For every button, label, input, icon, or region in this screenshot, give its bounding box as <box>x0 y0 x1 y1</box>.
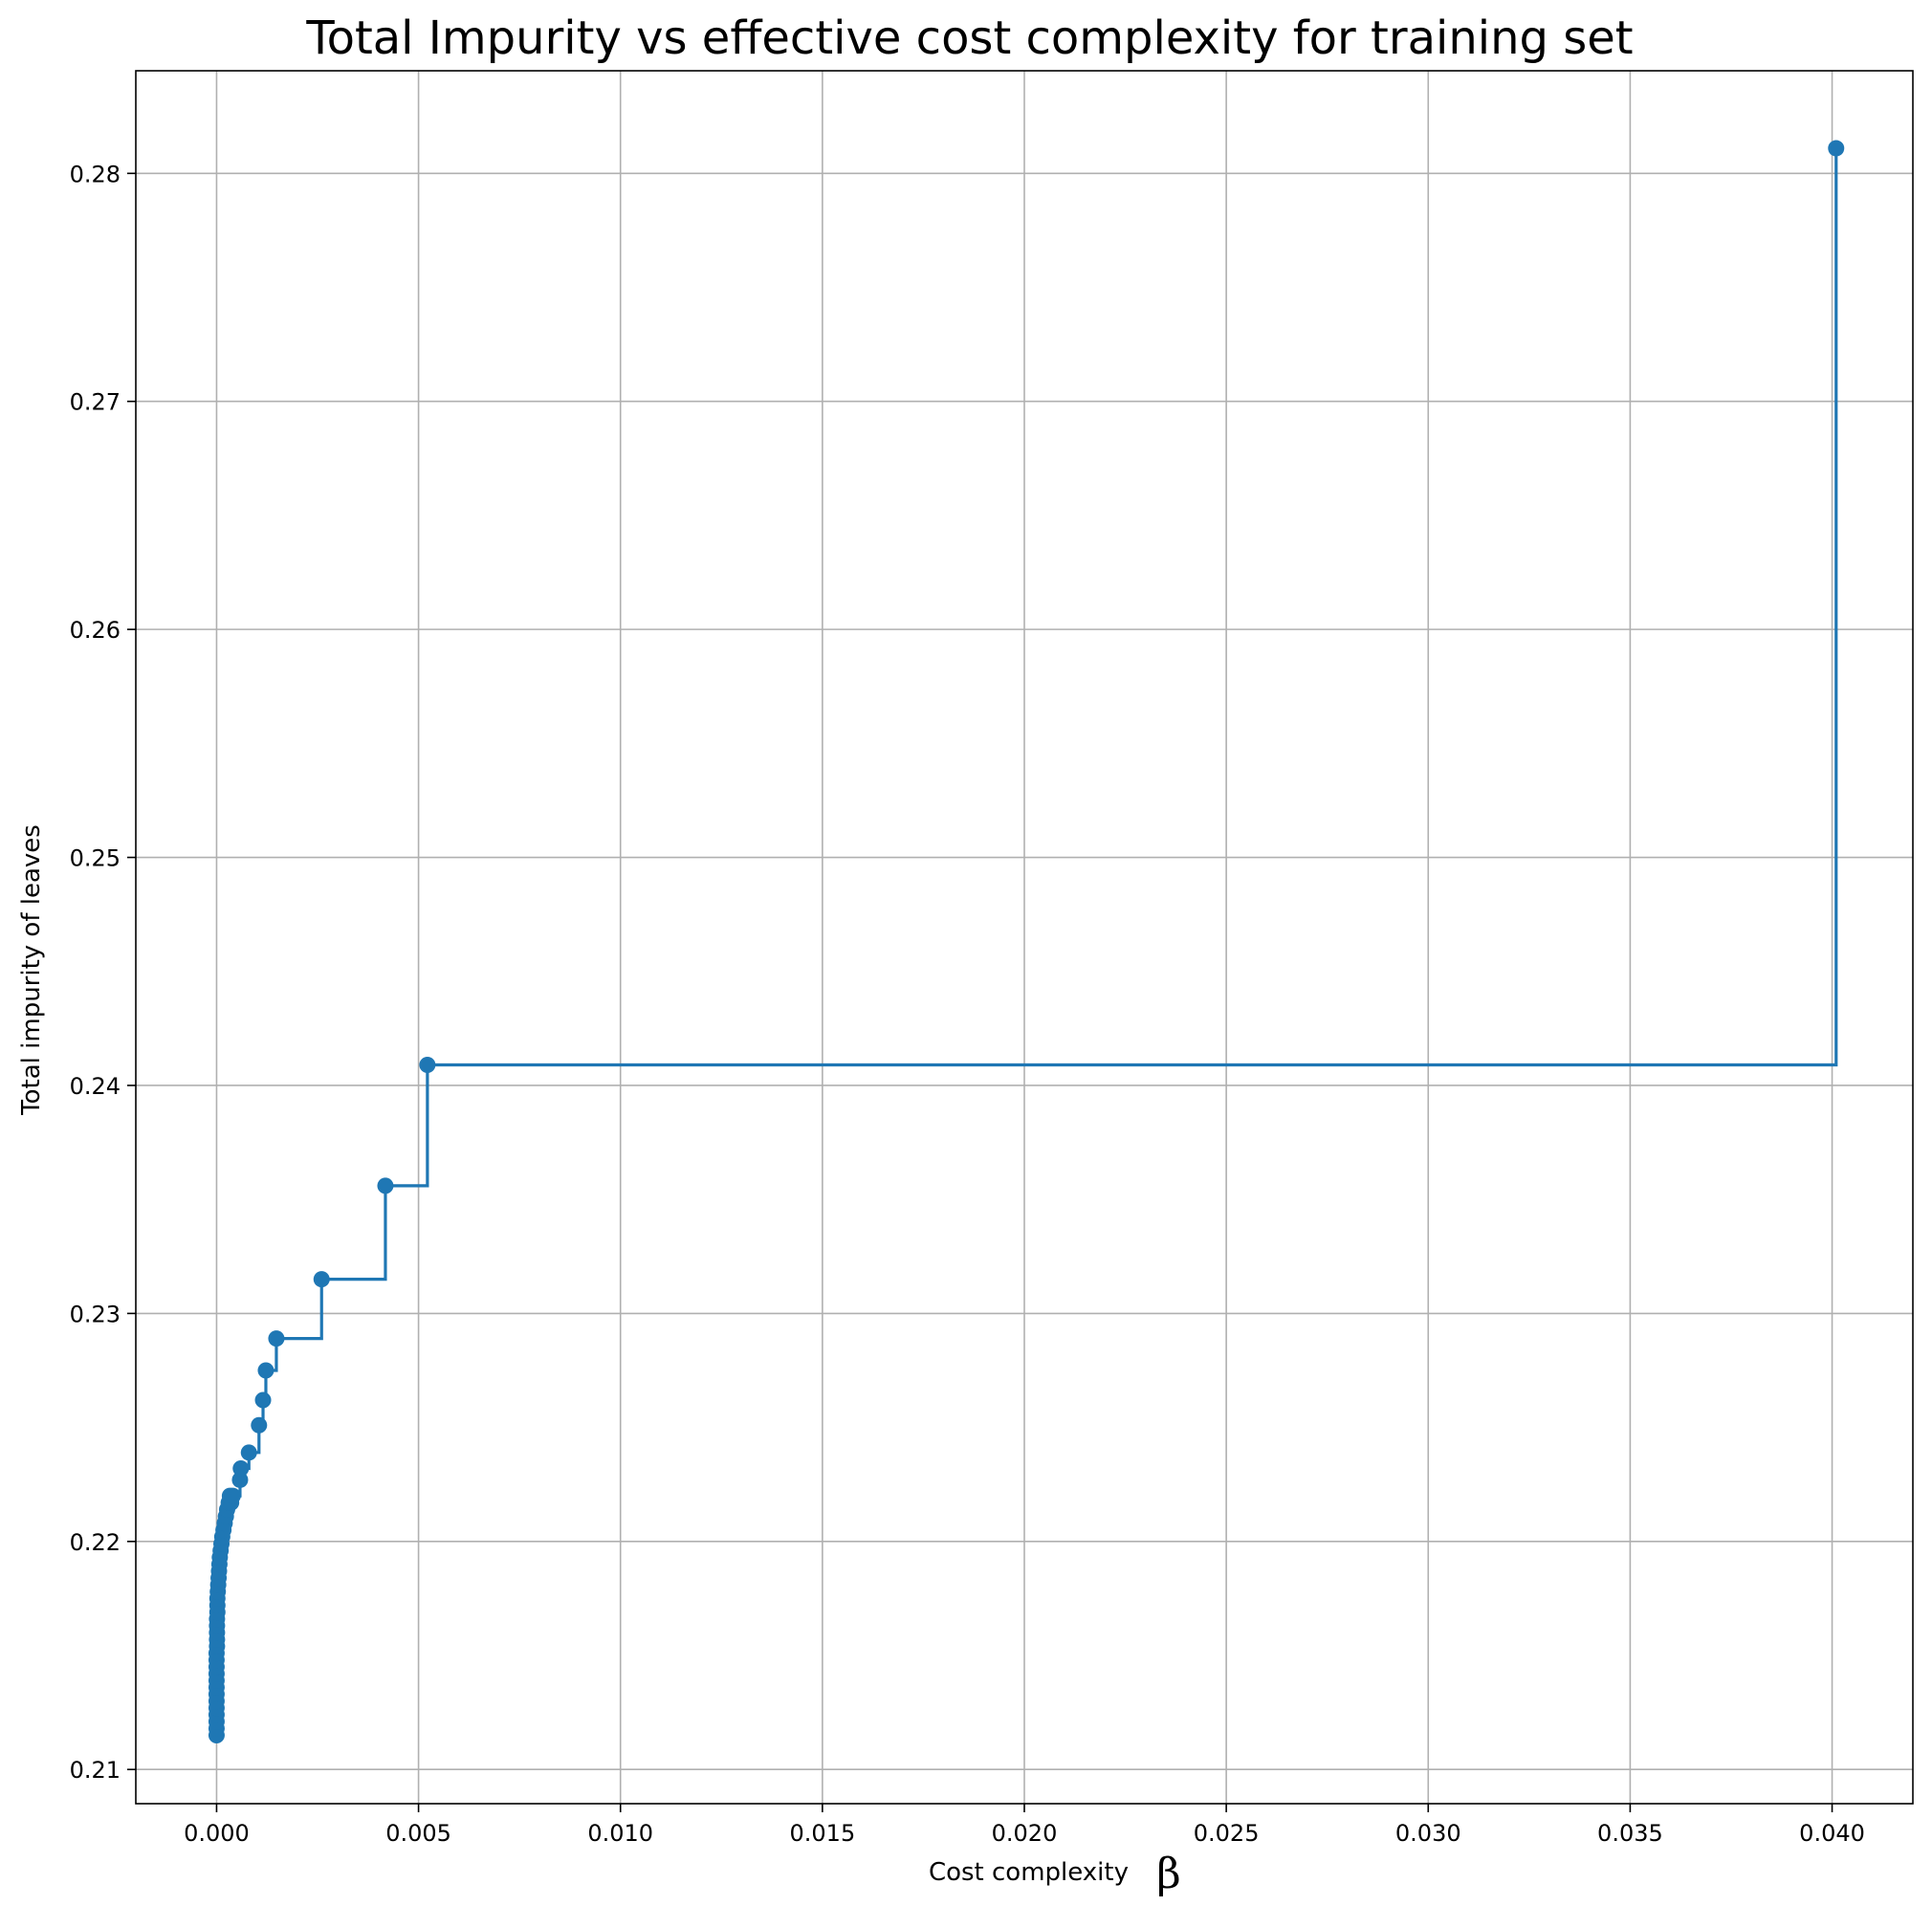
data-point <box>313 1271 330 1288</box>
x-tick-label: 0.010 <box>587 1820 653 1847</box>
data-point <box>268 1330 285 1347</box>
x-tick-label: 0.005 <box>385 1820 451 1847</box>
x-tick-label: 0.015 <box>790 1820 856 1847</box>
x-tick-label: 0.035 <box>1597 1820 1663 1847</box>
chart-title: Total Impurity vs effective cost complex… <box>305 11 1633 65</box>
y-tick-label: 0.22 <box>70 1529 121 1556</box>
data-point <box>1828 140 1845 157</box>
data-point <box>224 1487 241 1504</box>
data-point <box>251 1416 268 1434</box>
x-tick-label: 0.000 <box>184 1820 250 1847</box>
x-tick-label: 0.020 <box>992 1820 1058 1847</box>
y-tick-label: 0.26 <box>70 617 121 644</box>
data-point <box>377 1177 394 1194</box>
data-point <box>240 1444 257 1461</box>
x-tick-label: 0.040 <box>1799 1820 1865 1847</box>
y-tick-label: 0.21 <box>70 1757 121 1784</box>
y-tick-label: 0.28 <box>70 161 121 187</box>
y-tick-label: 0.23 <box>70 1301 121 1327</box>
data-point <box>257 1362 274 1379</box>
grid <box>136 71 1913 1804</box>
y-tick-label: 0.24 <box>70 1073 121 1100</box>
y-axis-label: Total impurity of leaves <box>17 824 46 1116</box>
x-axis-label: Cost complexity <box>929 1858 1129 1887</box>
x-tick-label: 0.030 <box>1395 1820 1461 1847</box>
y-tick-label: 0.27 <box>70 389 121 416</box>
y-tick-label: 0.25 <box>70 845 121 872</box>
data-point <box>232 1460 250 1478</box>
series-layer <box>208 140 1845 1743</box>
ticks: 0.000 0.005 0.010 0.015 0.020 0.025 0.030 0.035… <box>70 161 1865 1847</box>
x-axis-beta-symbol: β <box>1156 1850 1180 1898</box>
data-point <box>419 1057 436 1074</box>
data-point <box>254 1391 272 1409</box>
x-tick-label: 0.025 <box>1194 1820 1260 1847</box>
